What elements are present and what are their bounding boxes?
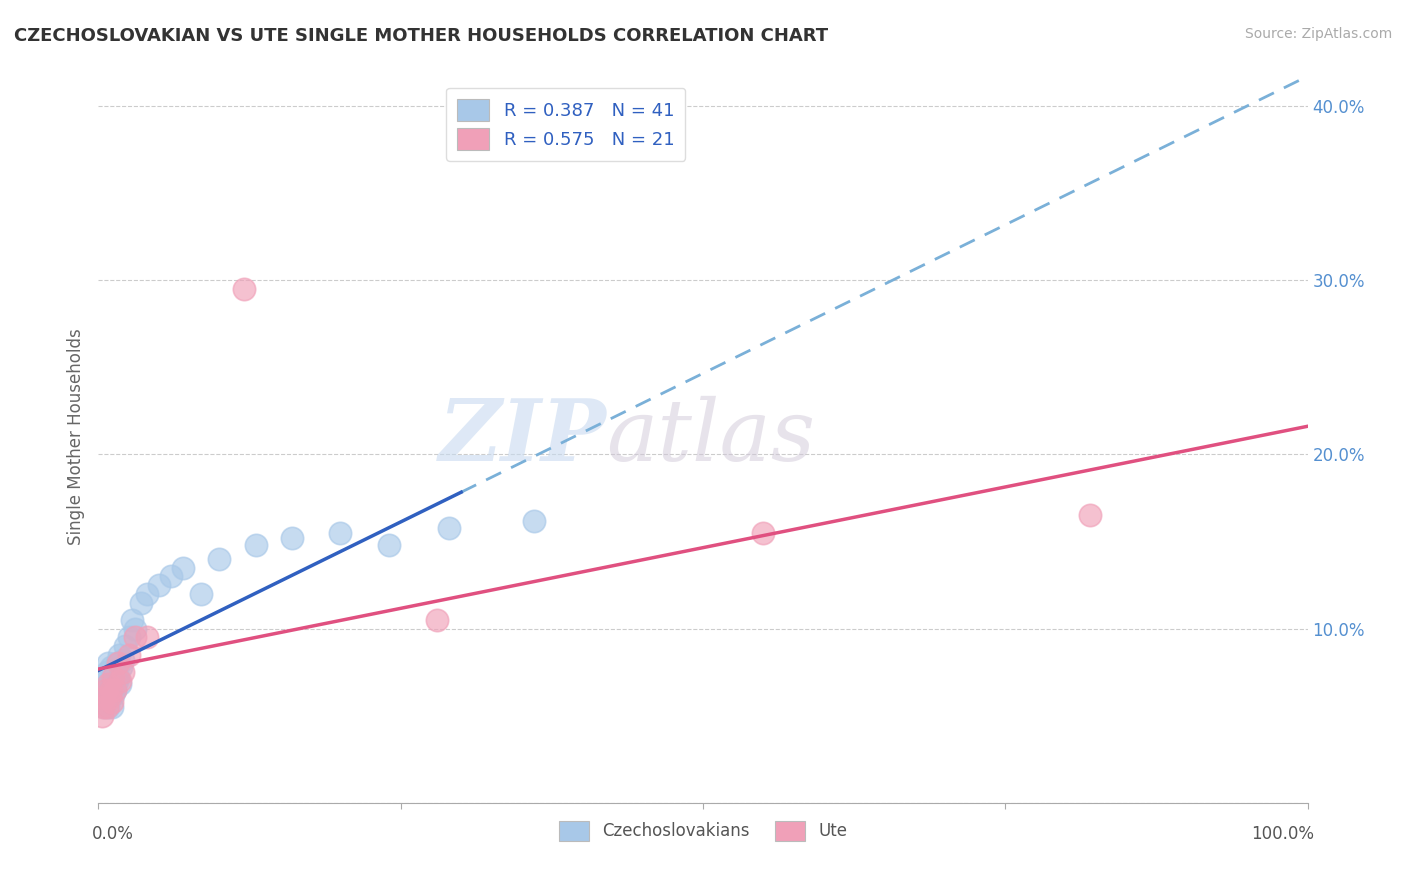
Point	[94, 673, 117, 688]
Point	[107, 670, 129, 684]
Point	[160, 569, 183, 583]
Point	[97, 657, 120, 671]
Point	[105, 657, 128, 671]
Point	[437, 521, 460, 535]
Point	[108, 673, 131, 688]
Point	[101, 670, 124, 684]
Point	[91, 708, 114, 723]
Point	[93, 700, 115, 714]
Point	[100, 677, 122, 691]
Y-axis label: Single Mother Households: Single Mother Households	[66, 329, 84, 545]
Point	[101, 688, 124, 702]
Point	[129, 595, 152, 609]
Point	[118, 648, 141, 662]
Text: Source: ZipAtlas.com: Source: ZipAtlas.com	[1244, 27, 1392, 41]
Point	[281, 531, 304, 545]
Point	[114, 639, 136, 653]
Point	[103, 665, 125, 680]
Point	[208, 552, 231, 566]
Point	[121, 613, 143, 627]
Point	[135, 587, 157, 601]
Point	[1078, 508, 1101, 523]
Point	[124, 631, 146, 645]
Point	[426, 613, 449, 627]
Point	[523, 514, 546, 528]
Point	[91, 700, 114, 714]
Point	[104, 682, 127, 697]
Point	[93, 691, 115, 706]
Point	[329, 525, 352, 540]
Point	[100, 695, 122, 709]
Point	[377, 538, 399, 552]
Point	[96, 700, 118, 714]
Text: atlas: atlas	[606, 396, 815, 478]
Point	[108, 648, 131, 662]
Point	[91, 691, 114, 706]
Point	[111, 665, 134, 680]
Point	[96, 665, 118, 680]
Legend: Czechoslovakians, Ute: Czechoslovakians, Ute	[551, 813, 855, 849]
Point	[752, 525, 775, 540]
Point	[111, 653, 134, 667]
Point	[148, 578, 170, 592]
Point	[104, 682, 127, 697]
Point	[108, 677, 131, 691]
Text: ZIP: ZIP	[439, 395, 606, 479]
Point	[97, 700, 120, 714]
Text: 100.0%: 100.0%	[1251, 825, 1315, 843]
Point	[172, 560, 194, 574]
Text: CZECHOSLOVAKIAN VS UTE SINGLE MOTHER HOUSEHOLDS CORRELATION CHART: CZECHOSLOVAKIAN VS UTE SINGLE MOTHER HOU…	[14, 27, 828, 45]
Point	[245, 538, 267, 552]
Point	[100, 682, 122, 697]
Point	[105, 673, 128, 688]
Point	[135, 631, 157, 645]
Point	[97, 677, 120, 691]
Point	[124, 622, 146, 636]
Point	[100, 700, 122, 714]
Text: 0.0%: 0.0%	[91, 825, 134, 843]
Point	[98, 691, 121, 706]
Point	[190, 587, 212, 601]
Point	[91, 682, 114, 697]
Point	[94, 682, 117, 697]
Point	[98, 673, 121, 688]
Point	[107, 657, 129, 671]
Point	[98, 688, 121, 702]
Point	[232, 282, 254, 296]
Point	[118, 631, 141, 645]
Point	[110, 660, 132, 674]
Point	[101, 670, 124, 684]
Point	[100, 682, 122, 697]
Point	[100, 660, 122, 674]
